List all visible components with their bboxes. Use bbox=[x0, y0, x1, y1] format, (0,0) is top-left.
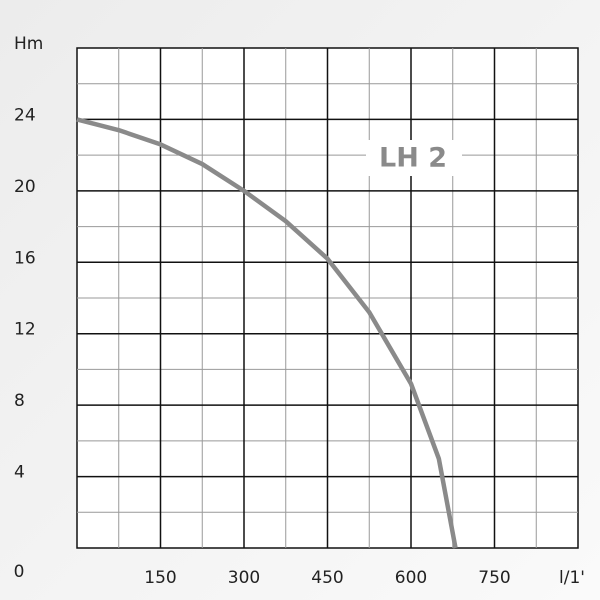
y-tick-label: 12 bbox=[14, 320, 36, 340]
y-tick-label: 24 bbox=[14, 105, 36, 125]
x-tick-label: 300 bbox=[228, 568, 260, 588]
x-axis-label: l/1' bbox=[559, 568, 585, 588]
curve bbox=[76, 117, 458, 549]
marks bbox=[76, 117, 458, 549]
y-tick-label: 16 bbox=[14, 248, 36, 268]
title-background bbox=[366, 140, 462, 176]
x-tick-label: 750 bbox=[478, 568, 510, 588]
y-tick-label: 4 bbox=[14, 463, 25, 483]
chart-title: LH 2 bbox=[379, 143, 447, 174]
x-tick-label: 600 bbox=[395, 568, 427, 588]
x-tick-label: 150 bbox=[144, 568, 176, 588]
y-axis-label: Hm bbox=[14, 34, 43, 54]
y-tick-label: 8 bbox=[14, 391, 25, 411]
y-tick-label: 20 bbox=[14, 177, 36, 197]
x-tick-label: 450 bbox=[311, 568, 343, 588]
origin-label: 0 bbox=[14, 562, 25, 582]
